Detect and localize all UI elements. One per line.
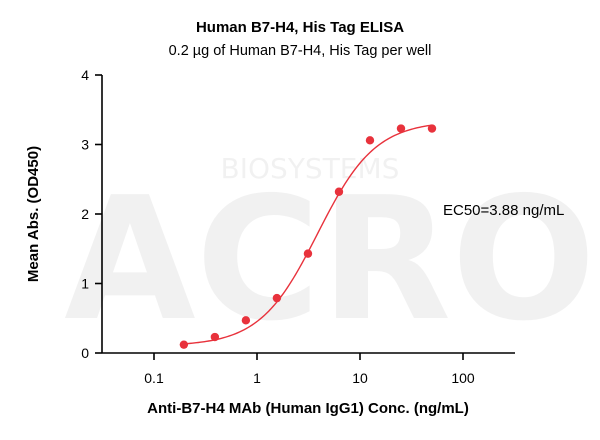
y-tick-label: 1 [81, 276, 89, 292]
data-point [334, 187, 344, 196]
x-tick-label: 100 [451, 370, 475, 386]
data-points [179, 124, 437, 349]
x-tick-label: 0.1 [144, 370, 164, 386]
data-point [179, 340, 189, 349]
data-point [427, 124, 437, 133]
watermark-brand: BIOSYSTEMS [221, 152, 400, 185]
y-ticks: 0 1 2 3 4 [81, 67, 102, 361]
data-point [365, 136, 375, 145]
data-point [396, 124, 406, 133]
x-ticks: 0.1 1 10 100 [144, 353, 475, 386]
data-point [272, 293, 282, 303]
chart-subtitle: 0.2 µg of Human B7-H4, His Tag per well [169, 43, 432, 59]
x-axis-label: Anti-B7-H4 MAb (Human IgG1) Conc. (ng/mL… [147, 400, 469, 417]
watermark-logo: ACRO [64, 161, 596, 359]
data-point [241, 316, 251, 325]
y-tick-label: 2 [81, 206, 89, 222]
y-tick-label: 4 [81, 67, 89, 83]
y-tick-label: 0 [81, 345, 89, 361]
y-tick-label: 3 [81, 137, 89, 153]
y-axis-label: Mean Abs. (OD450) [25, 146, 42, 282]
data-point [210, 332, 220, 342]
x-tick-label: 1 [253, 370, 261, 386]
chart-title: Human B7-H4, His Tag ELISA [196, 19, 404, 36]
ec50-annotation: EC50=3.88 ng/mL [443, 202, 564, 219]
data-point [303, 249, 313, 258]
watermark: ACRO BIOSYSTEMS [64, 152, 596, 359]
x-tick-label: 10 [352, 370, 368, 386]
